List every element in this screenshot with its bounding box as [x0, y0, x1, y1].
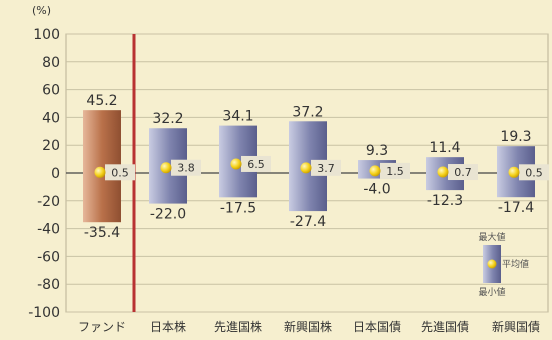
category-label: 新興国債 — [492, 319, 540, 334]
average-label-box — [380, 162, 410, 179]
average-label: 3.8 — [177, 162, 195, 175]
average-label-box — [448, 164, 478, 181]
max-label: 34.1 — [222, 109, 253, 125]
y-axis-ticks: 100 80 60 40 20 0 -20 -40 -60 -80 -100 — [28, 27, 60, 321]
average-label: 1.5 — [386, 165, 404, 178]
category-label: 日本株 — [150, 319, 186, 334]
legend-min-label: 最小値 — [478, 286, 505, 298]
min-label: -17.4 — [498, 200, 534, 216]
bars-layer: 0.5 45.2 -35.4 3.8 32.2 -22.0 6.5 34.1 -17.5 3.7 3… — [83, 93, 549, 241]
y-tick-label: -80 — [37, 277, 60, 293]
y-tick-label: 40 — [42, 110, 60, 126]
average-label: 0.5 — [525, 166, 543, 179]
legend-average-label: 平均値 — [502, 258, 529, 270]
min-label: -17.5 — [220, 200, 256, 216]
y-tick-label: 100 — [33, 27, 60, 43]
max-label: 11.4 — [429, 140, 460, 156]
average-marker — [508, 166, 520, 178]
average-marker — [160, 162, 172, 174]
average-label: 3.7 — [317, 162, 335, 175]
average-label-box — [311, 159, 341, 176]
category-label: 先進国債 — [421, 319, 469, 334]
legend-average-marker — [487, 259, 497, 269]
category-label: ファンド — [78, 320, 126, 334]
max-label: 9.3 — [366, 143, 388, 159]
min-label: -27.4 — [290, 214, 326, 230]
max-label: 19.3 — [500, 129, 531, 145]
y-tick-label: 20 — [42, 138, 60, 154]
max-label: 45.2 — [86, 93, 117, 109]
average-marker — [94, 166, 106, 178]
y-tick-label: -60 — [37, 249, 60, 265]
average-marker — [369, 165, 381, 177]
average-label: 6.5 — [247, 158, 265, 171]
y-tick-label: 80 — [42, 55, 60, 71]
min-label: -12.3 — [427, 193, 463, 209]
average-marker — [437, 166, 449, 178]
legend-max-label: 最大値 — [478, 231, 505, 243]
average-marker — [300, 162, 312, 174]
y-tick-label: -20 — [37, 194, 60, 210]
min-label: -4.0 — [363, 182, 390, 198]
y-tick-label: -40 — [37, 222, 60, 238]
max-label: 37.2 — [292, 104, 323, 120]
max-label: 32.2 — [152, 111, 183, 127]
y-tick-label: 60 — [42, 83, 60, 99]
x-axis-categories: ファンド 日本株 先進国株 新興国株 日本国債 先進国債 新興国債 — [78, 319, 540, 334]
average-label-box — [171, 159, 201, 176]
min-label: -35.4 — [84, 225, 120, 241]
average-label-box — [519, 164, 549, 181]
average-label-box — [105, 164, 135, 181]
average-marker — [230, 158, 242, 170]
min-label: -22.0 — [150, 207, 186, 223]
average-label-box — [241, 155, 271, 172]
category-label: 日本国債 — [353, 319, 401, 334]
average-label: 0.7 — [454, 166, 472, 179]
category-label: 先進国株 — [214, 319, 262, 334]
average-label: 0.5 — [111, 166, 129, 179]
y-axis-unit: (%) — [32, 4, 51, 17]
y-tick-label: 0 — [51, 166, 60, 182]
category-label: 新興国株 — [284, 319, 332, 334]
y-tick-label: -100 — [28, 305, 60, 321]
